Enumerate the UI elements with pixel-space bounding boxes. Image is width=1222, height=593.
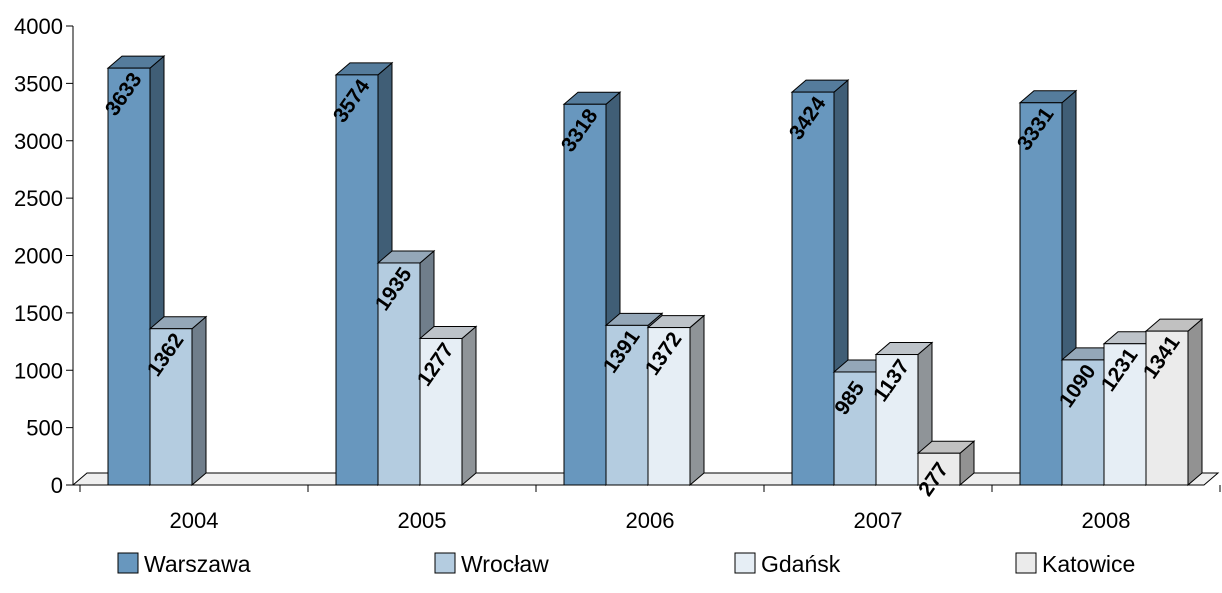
y-tick-label: 2000 (14, 244, 63, 269)
bar-front-face (419, 337, 463, 486)
legend-label: Katowice (1042, 551, 1135, 577)
x-tick-label: 2006 (626, 508, 675, 533)
bar-front-face (1103, 343, 1147, 486)
y-axis: 0 500 1000 1500 2000 2500 3000 3500 4000 (14, 14, 74, 498)
bar-front-face (107, 67, 151, 486)
bar (916, 440, 976, 487)
legend-swatch (117, 552, 139, 574)
bar-front-face (875, 354, 919, 486)
legend-label: Warszawa (144, 551, 251, 577)
bar (646, 314, 706, 487)
bar-front-face (335, 74, 379, 486)
bar-front-face (563, 103, 607, 486)
bar-front-face (1019, 102, 1063, 486)
x-tick-label: 2004 (170, 508, 219, 533)
legend-swatch (434, 552, 456, 574)
bar (562, 91, 622, 487)
bar-front-face (149, 328, 193, 486)
x-tick-label: 2008 (1082, 508, 1131, 533)
bar (790, 79, 850, 487)
y-tick-label: 2500 (14, 186, 63, 211)
bar-side-face (1187, 318, 1203, 487)
x-axis: 2004 2005 2006 2007 2008 (73, 484, 1221, 533)
y-tick-label: 1500 (14, 301, 63, 326)
bar-front-face (791, 91, 835, 486)
bar-front-face (917, 452, 961, 486)
bar (1144, 318, 1204, 487)
legend-swatch (1015, 552, 1037, 574)
bar-side-face (191, 315, 207, 487)
y-tick-label: 0 (51, 473, 63, 498)
bar-side-face (689, 314, 705, 487)
x-tick-label: 2005 (398, 508, 447, 533)
y-tick-label: 500 (26, 416, 63, 441)
y-tick-label: 3500 (14, 71, 63, 96)
bar (418, 325, 478, 487)
bar-side-face (461, 325, 477, 487)
bar-front-face (647, 327, 691, 486)
bar (148, 315, 208, 487)
y-tick-label: 1000 (14, 358, 63, 383)
legend-swatch (734, 552, 756, 574)
legend-label: Wrocław (461, 551, 549, 577)
y-tick-label: 3000 (14, 129, 63, 154)
legend-item: Wrocław (434, 551, 549, 577)
legend-label: Gdańsk (761, 551, 841, 577)
bar-front-face (1145, 330, 1189, 486)
bar-front-face (605, 324, 649, 486)
legend-item: Gdańsk (734, 551, 841, 577)
bar-series (106, 55, 1204, 487)
x-tick-label: 2007 (854, 508, 903, 533)
y-tick-label: 4000 (14, 14, 63, 39)
legend-item: Katowice (1015, 551, 1135, 577)
bar-front-face (833, 371, 877, 486)
legend-item: Warszawa (117, 551, 251, 577)
legend: Warszawa Wrocław Gdańsk Katowice (117, 551, 1135, 577)
